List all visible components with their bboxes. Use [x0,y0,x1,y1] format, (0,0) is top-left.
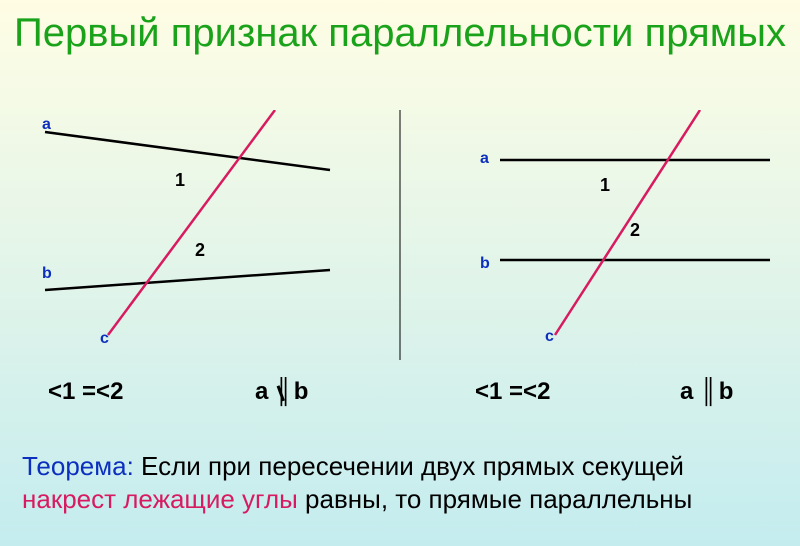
right-label-c: c [545,328,554,346]
right-label-2: 2 [630,220,640,241]
right-line-c [555,110,700,335]
not-parallel-icon [275,378,287,406]
right-label-1: 1 [600,175,610,196]
left-label-2: 2 [195,240,205,261]
right-label-a: a [480,150,489,168]
theorem-highlight: накрест лежащие углы [22,484,298,514]
slide-title: Первый признак параллельности прямых [0,10,800,56]
left-result-a: a [255,378,268,405]
conclusions-row: <1 =<2 a b <1 =<2 a b [0,378,800,418]
right-result-b: b [719,378,734,405]
right-result-a: a [680,378,693,405]
left-result-b: b [294,378,309,405]
left-result: a b [255,378,308,406]
theorem-label: Теорема: [22,451,134,481]
theorem-text: Теорема: Если при пересечении двух прямы… [22,450,782,515]
diagram-svg [0,110,800,380]
right-result: a b [680,378,733,406]
left-label-b: b [42,265,52,283]
diagram-area: a b c 1 2 a b c 1 2 [0,110,800,380]
left-condition: <1 =<2 [48,378,123,406]
theorem-part2: равны, то прямые параллельны [298,484,692,514]
theorem-part1: Если при пересечении двух прямых секущей [134,451,684,481]
left-line-a [45,132,330,170]
right-label-b: b [480,255,490,273]
left-label-c: c [100,330,109,348]
right-condition: <1 =<2 [475,378,550,406]
parallel-icon [700,378,712,406]
left-label-1: 1 [175,170,185,191]
left-label-a: a [42,116,51,134]
left-line-b [45,270,330,290]
